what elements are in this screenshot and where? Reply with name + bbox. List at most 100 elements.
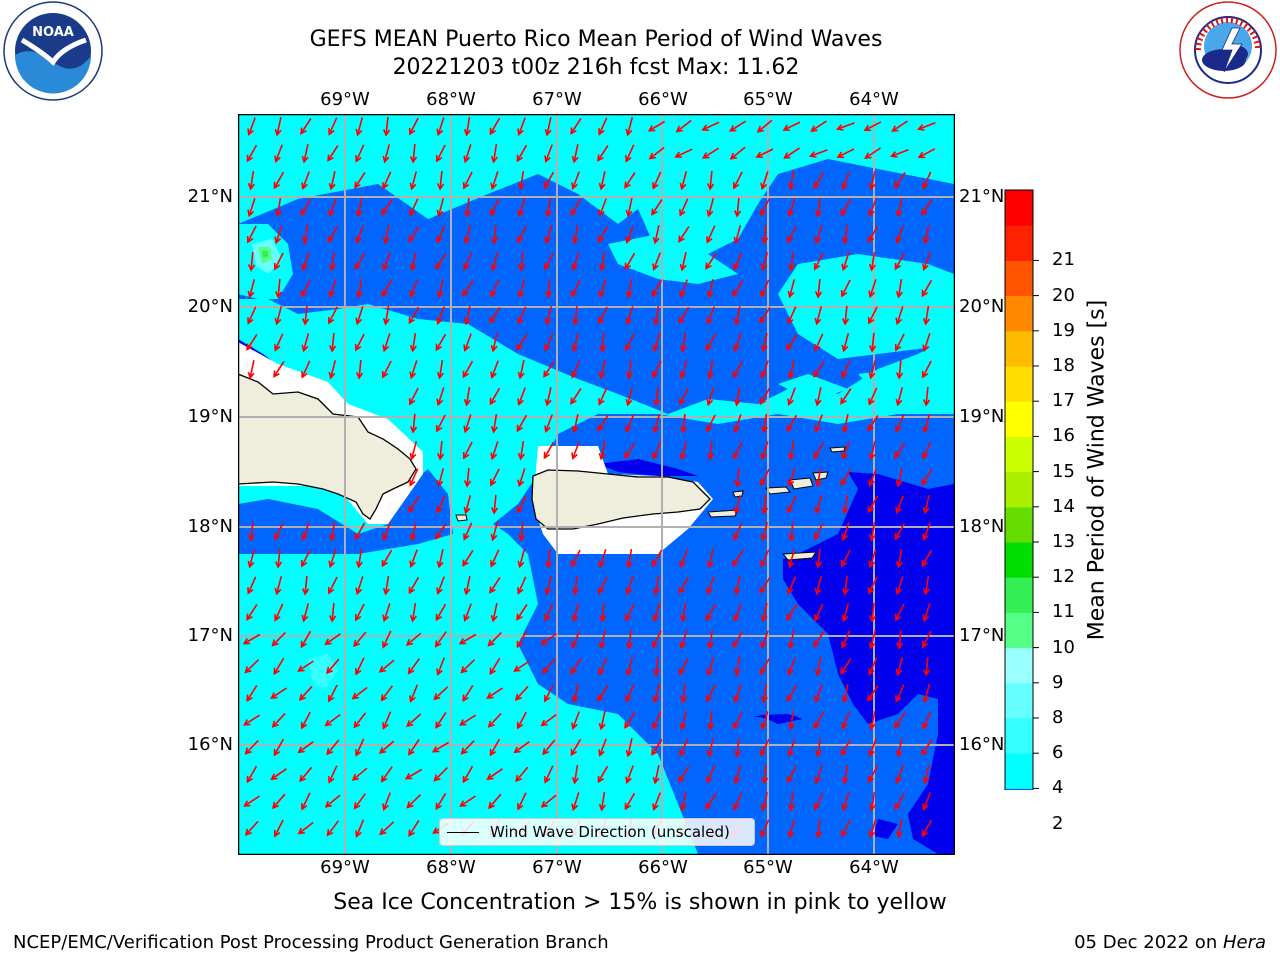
direction-arrow-head xyxy=(652,776,660,785)
direction-arrow xyxy=(817,278,821,298)
direction-arrow xyxy=(545,576,553,594)
direction-arrow-head xyxy=(814,209,822,218)
direction-arrow xyxy=(250,521,254,541)
direction-arrow-head xyxy=(516,640,524,649)
direction-arrow-head xyxy=(787,371,795,380)
direction-arrow-head xyxy=(301,588,310,596)
contour-fill-2-4 xyxy=(238,469,453,554)
direction-arrow xyxy=(761,522,769,540)
direction-arrow-head xyxy=(489,667,496,676)
direction-arrow xyxy=(896,576,904,594)
direction-arrow xyxy=(409,117,419,135)
direction-arrow-head xyxy=(298,693,306,701)
direction-arrow-head xyxy=(814,587,822,596)
direction-arrow-head xyxy=(458,719,467,726)
direction-arrow-head xyxy=(328,560,336,569)
direction-arrow xyxy=(599,279,607,297)
direction-arrow-head xyxy=(327,586,335,595)
direction-arrow-head xyxy=(409,263,417,272)
direction-arrow-head xyxy=(544,236,552,245)
direction-arrow-head xyxy=(732,289,739,297)
direction-arrow xyxy=(302,603,310,621)
direction-arrow xyxy=(248,117,256,135)
lat-label-right: 17°N xyxy=(959,625,1005,646)
direction-arrow xyxy=(842,171,850,189)
direction-arrow-head xyxy=(408,505,415,513)
direction-arrow xyxy=(570,198,582,216)
direction-arrow xyxy=(735,306,741,324)
direction-arrow xyxy=(601,602,605,622)
direction-arrow xyxy=(599,630,607,648)
direction-arrow xyxy=(924,225,930,243)
colorbar-segment xyxy=(1005,753,1033,789)
direction-arrow xyxy=(274,819,284,837)
direction-arrow-head xyxy=(624,613,632,622)
direction-arrow-head xyxy=(868,290,876,299)
nws-logo xyxy=(1179,1,1277,99)
colorbar-tick-label: 11 xyxy=(1052,601,1075,622)
direction-arrow-head xyxy=(733,533,740,541)
direction-arrow-head xyxy=(543,262,551,271)
direction-arrow-head xyxy=(463,210,472,218)
direction-arrow xyxy=(382,630,392,648)
direction-arrow-head xyxy=(841,533,849,542)
direction-arrow xyxy=(271,687,287,699)
direction-arrow xyxy=(572,711,580,729)
direction-arrow xyxy=(437,117,445,135)
direction-arrow xyxy=(653,414,661,432)
direction-arrow-head xyxy=(382,263,389,271)
direction-arrow xyxy=(894,522,906,540)
direction-arrow xyxy=(867,765,879,783)
direction-arrow xyxy=(436,144,446,162)
lon-label-top: 65°W xyxy=(743,89,793,110)
direction-arrow-head xyxy=(327,235,335,244)
direction-arrow xyxy=(624,172,636,188)
direction-arrow-head xyxy=(436,236,443,244)
direction-arrow-head xyxy=(382,722,389,730)
direction-arrow-head xyxy=(462,370,470,379)
direction-arrow-head xyxy=(598,803,606,812)
direction-arrow-head xyxy=(841,641,848,649)
direction-arrow-head xyxy=(868,345,877,353)
direction-arrow-head xyxy=(678,586,686,595)
direction-arrow xyxy=(732,280,744,296)
direction-arrow-head xyxy=(436,560,444,569)
direction-arrow-head xyxy=(409,452,417,461)
direction-arrow-head xyxy=(324,800,333,808)
direction-arrow xyxy=(244,795,260,807)
direction-arrow-head xyxy=(355,236,362,244)
direction-arrow xyxy=(626,225,634,243)
direction-arrow-head xyxy=(544,209,552,218)
direction-arrow-head xyxy=(409,695,416,703)
lat-label-left: 20°N xyxy=(187,296,233,317)
direction-arrow xyxy=(653,792,661,810)
direction-arrow xyxy=(435,792,447,810)
direction-arrow xyxy=(436,414,446,432)
direction-arrow xyxy=(789,440,795,460)
direction-arrow-head xyxy=(326,666,333,675)
direction-arrow-head xyxy=(841,588,850,596)
direction-arrow xyxy=(786,334,798,350)
direction-arrow-head xyxy=(355,668,362,676)
direction-arrow xyxy=(408,739,420,755)
direction-arrow xyxy=(653,333,661,351)
direction-arrow-head xyxy=(301,155,309,164)
colorbar-title-text: Mean Period of Wind Waves [s] xyxy=(1084,299,1110,641)
direction-arrow xyxy=(865,147,881,159)
direction-arrow xyxy=(325,633,341,645)
footer-credit: NCEP/EMC/Verification Post Processing Pr… xyxy=(13,932,609,953)
direction-arrow xyxy=(356,117,364,135)
direction-arrow-head xyxy=(841,695,849,704)
direction-arrow xyxy=(651,199,663,215)
direction-arrow xyxy=(408,226,420,242)
direction-arrow-head xyxy=(544,344,551,352)
direction-arrow xyxy=(789,170,795,190)
direction-arrow-head xyxy=(624,343,632,352)
direction-arrow-head xyxy=(760,560,767,568)
colorbar-segment xyxy=(1005,542,1033,578)
direction-arrow-head xyxy=(921,208,928,216)
direction-arrow-head xyxy=(489,586,496,594)
direction-arrow xyxy=(868,306,878,324)
direction-arrow-head xyxy=(486,773,494,781)
colorbar-segment xyxy=(1005,647,1033,684)
